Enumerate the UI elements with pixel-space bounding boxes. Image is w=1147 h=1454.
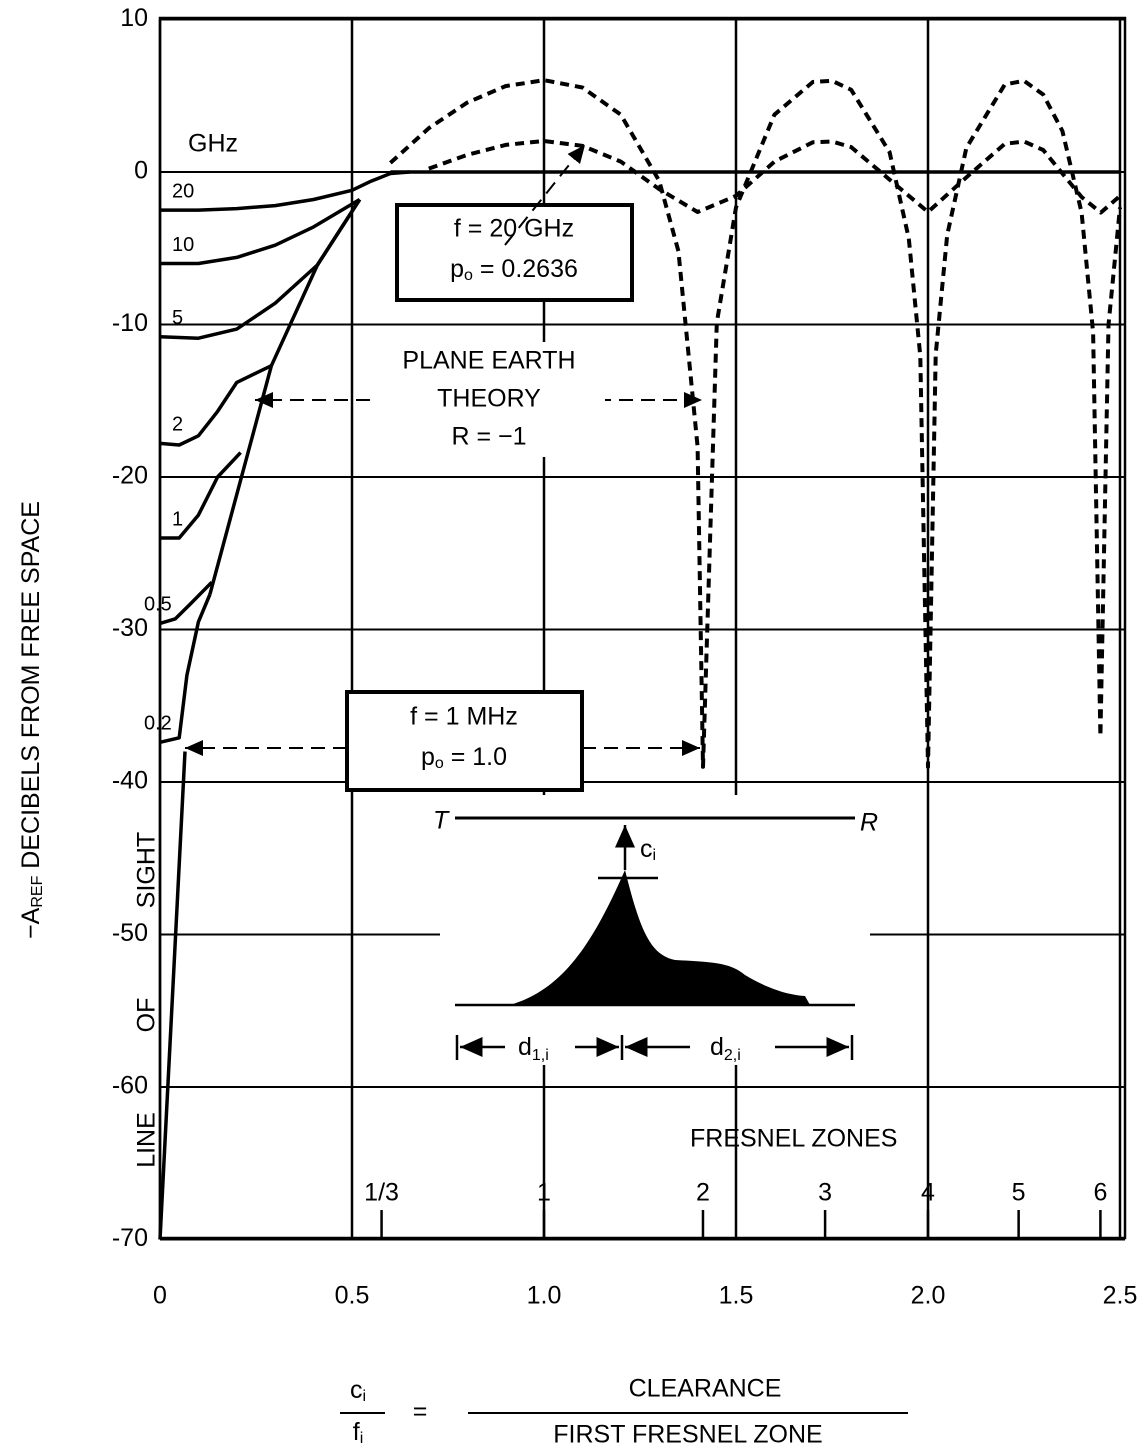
box-text: f = 1 MHz [410, 703, 518, 731]
y-axis-title: REF [29, 875, 46, 907]
box-text: = 0.2636 [473, 255, 578, 283]
arrows [185, 144, 702, 756]
los-label: OF [133, 998, 161, 1033]
box-text: po = 1.0 [421, 743, 507, 773]
y-tick-label: 0 [134, 157, 148, 185]
series-line [160, 170, 410, 212]
box-text: po = 0.2636 [450, 255, 578, 285]
y-tick-label: -60 [112, 1072, 148, 1100]
series-line [428, 139, 1122, 215]
series-line [159, 580, 214, 626]
y-tick-label: -50 [112, 919, 148, 947]
inset-label: d2,i [710, 1033, 741, 1065]
inset-label: i [653, 847, 657, 864]
y-axis-title: −AREF DECIBELS FROM FREE SPACE [17, 501, 47, 939]
y-axis-title: DECIBELS FROM FREE SPACE [17, 501, 45, 876]
box-text: p [421, 743, 435, 771]
inset-label: c [640, 835, 653, 863]
annotation-box [345, 690, 584, 792]
los-label: SIGHT [133, 832, 161, 908]
x-axis-title: c [350, 1376, 363, 1404]
series-label: 20 [172, 180, 194, 202]
series-label: 10 [172, 234, 194, 256]
series-line [159, 593, 212, 745]
series-label: 0.5 [144, 594, 172, 616]
plane-earth-label: R = −1 [451, 423, 526, 451]
terrain [455, 870, 810, 1005]
fresnel-tick-label: 5 [1012, 1179, 1026, 1207]
x-tick-label: 1.0 [527, 1282, 562, 1310]
box-text: o [435, 755, 444, 772]
box-text: p [450, 255, 464, 283]
box-text: o [464, 267, 473, 284]
inset-diagram: T R ci d1,i d2,i [433, 795, 878, 1065]
plot-frame [158, 16, 1127, 1240]
series-label: 0.2 [144, 713, 172, 735]
series-line [160, 451, 242, 540]
inset-bg [440, 795, 870, 1065]
fresnel-tick-label: 6 [1093, 1179, 1107, 1207]
plane-earth-label: PLANE EARTH [402, 347, 575, 375]
y-tick-label: -70 [112, 1224, 148, 1252]
inset-label: d1,i [518, 1033, 549, 1065]
fresnel-tick-label: 1/3 [364, 1179, 399, 1207]
series-label: 2 [172, 414, 183, 436]
box-text: f = 20 GHz [454, 215, 574, 243]
x-tick-label: 1.5 [719, 1282, 754, 1310]
fresnel-tick-label: 4 [921, 1179, 935, 1207]
fresnel-title: FRESNEL ZONES [690, 1125, 897, 1153]
x-axis-title: i [360, 1430, 364, 1447]
series-line [159, 364, 273, 447]
annotation-box [395, 203, 634, 302]
series-label: 1 [172, 508, 183, 530]
inset-label: T [433, 807, 450, 835]
y-tick-label: -20 [112, 462, 148, 490]
inset-label: ci [640, 835, 656, 865]
fresnel-tick-label: 2 [696, 1179, 710, 1207]
y-tick-label: -10 [112, 309, 148, 337]
fresnel-tick-label: 3 [818, 1179, 832, 1207]
x-axis-title: fi [353, 1418, 364, 1448]
y-tick-label: 10 [120, 4, 148, 32]
x-tick-label: 0.5 [335, 1282, 370, 1310]
inset-label: R [860, 809, 878, 837]
series-label: 5 [172, 307, 183, 329]
x-tick-label: 2.5 [1103, 1282, 1138, 1310]
x-axis-title: FIRST FRESNEL ZONE [553, 1421, 822, 1449]
x-axis-title: ci [350, 1376, 366, 1406]
plane-earth-label: THEORY [437, 385, 541, 413]
curves [158, 78, 1122, 1240]
x-tick-label: 0 [153, 1282, 167, 1310]
x-tick-label: 2.0 [911, 1282, 946, 1310]
series-line [389, 78, 1122, 769]
fresnel-tick-label: 1 [537, 1179, 551, 1207]
y-tick-label: -40 [112, 767, 148, 795]
inset-label: 1,i [532, 1047, 549, 1064]
x-axis-title: CLEARANCE [629, 1375, 782, 1403]
los-label: LINE [133, 1112, 161, 1168]
x-axis-title: f [353, 1418, 360, 1446]
series-line [160, 197, 361, 266]
x-axis-title: = [413, 1398, 428, 1426]
label-bg [375, 342, 605, 457]
series-line [208, 198, 362, 595]
y-tick-label: -30 [112, 614, 148, 642]
series-line [158, 751, 187, 1240]
inset-label: d [710, 1033, 724, 1061]
y-axis-title: −A [17, 907, 45, 939]
x-axis-title: ci fi = CLEARANCE FIRST FRESNEL ZONE [340, 1375, 908, 1449]
inset-label: d [518, 1033, 532, 1061]
inset-label: 2,i [724, 1047, 741, 1064]
series-label-title: GHz [188, 130, 238, 158]
box-text: = 1.0 [444, 743, 507, 771]
x-axis-title: i [362, 1388, 366, 1405]
distance-markers [455, 1035, 854, 1060]
